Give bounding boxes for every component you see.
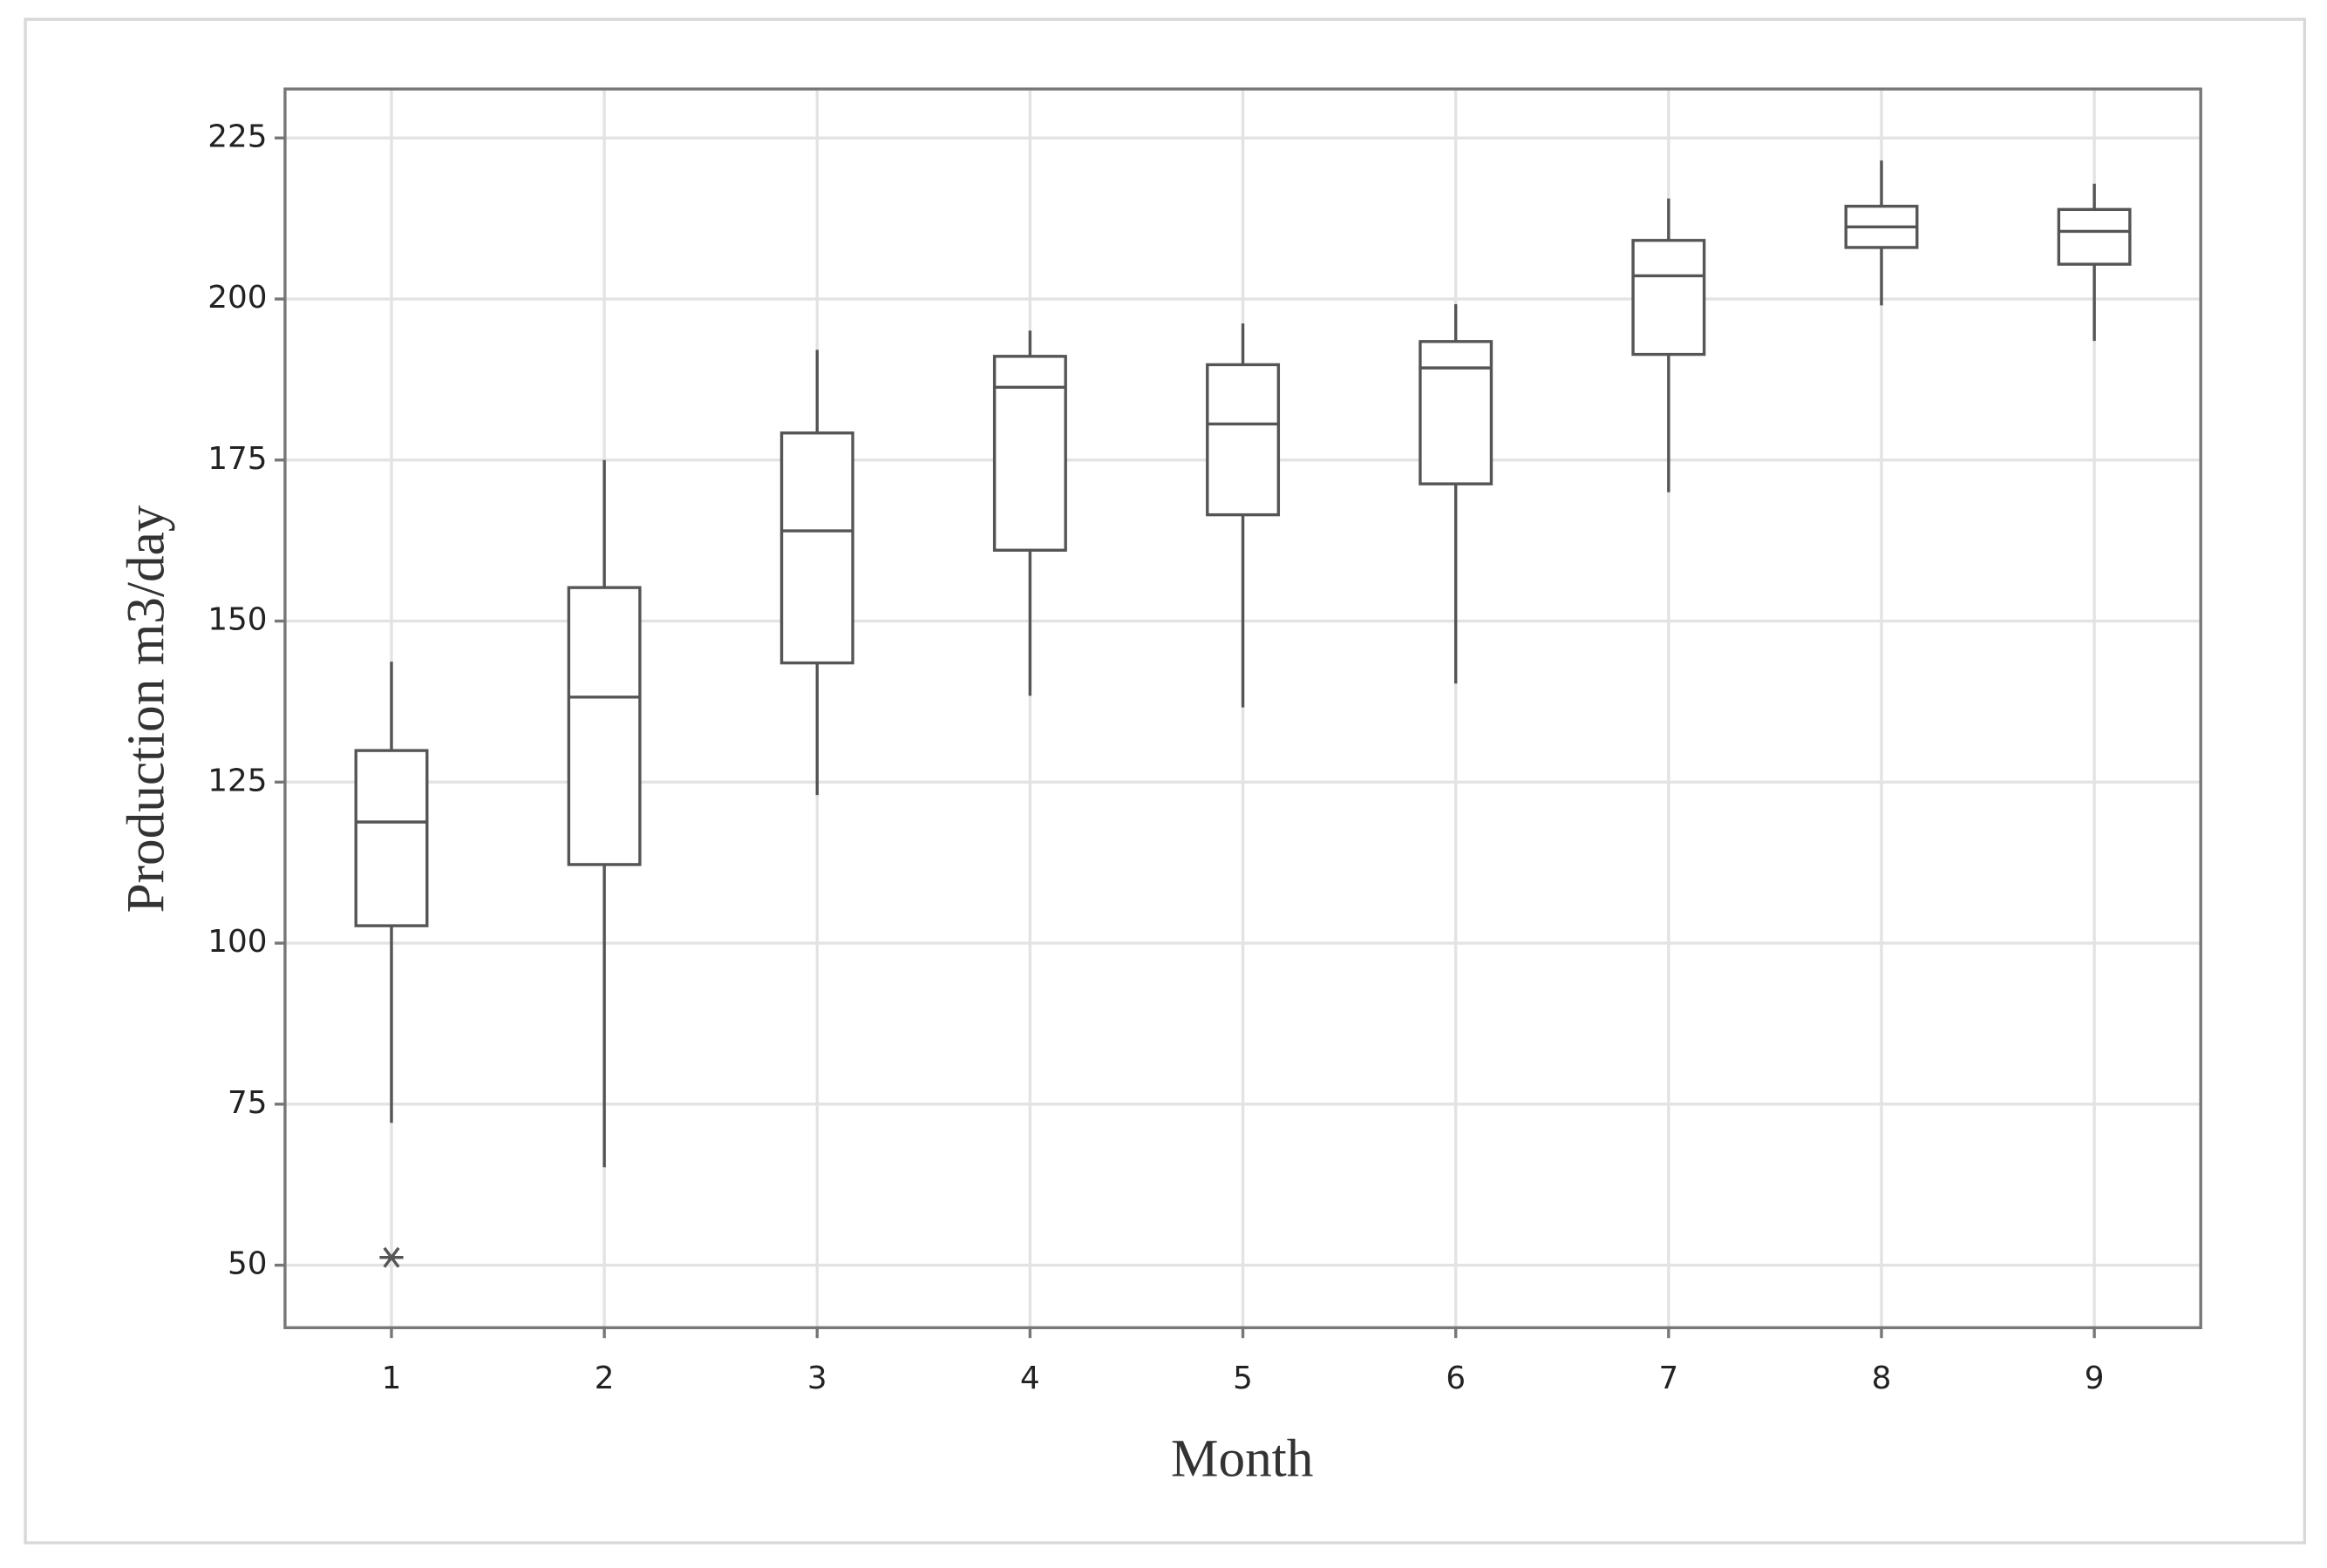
- x-tick-label: 9: [2085, 1361, 2105, 1396]
- x-tick-label: 8: [1872, 1361, 1892, 1396]
- box: [567, 586, 642, 866]
- y-tick-label: 225: [208, 119, 267, 154]
- y-tick-label: 150: [208, 602, 267, 638]
- box: [1419, 340, 1493, 485]
- x-tick-label: 6: [1446, 1361, 1466, 1396]
- x-tick-label: 2: [595, 1361, 615, 1396]
- y-tick-label: 175: [208, 441, 267, 477]
- x-tick-label: 1: [382, 1361, 402, 1396]
- y-axis-title: Production m3/day: [116, 505, 175, 913]
- plot: [354, 160, 2132, 1268]
- outlier: [379, 1246, 404, 1268]
- y-tick-label: 75: [228, 1085, 267, 1121]
- x-tick-label: 3: [807, 1361, 827, 1396]
- x-tick-label: 5: [1233, 1361, 1253, 1396]
- y-tick-label: 50: [228, 1246, 267, 1282]
- x-tick-label: 4: [1020, 1361, 1040, 1396]
- x-axis-title: Month: [1171, 1429, 1313, 1488]
- box: [2057, 207, 2132, 266]
- box: [992, 355, 1067, 552]
- box: [779, 431, 854, 665]
- box: [354, 749, 429, 927]
- x-tick-label: 7: [1658, 1361, 1678, 1396]
- box: [1206, 363, 1281, 517]
- box: [1631, 239, 1706, 356]
- y-tick-label: 100: [208, 924, 267, 960]
- y-tick-label: 125: [208, 763, 267, 798]
- y-tick-label: 200: [208, 280, 267, 316]
